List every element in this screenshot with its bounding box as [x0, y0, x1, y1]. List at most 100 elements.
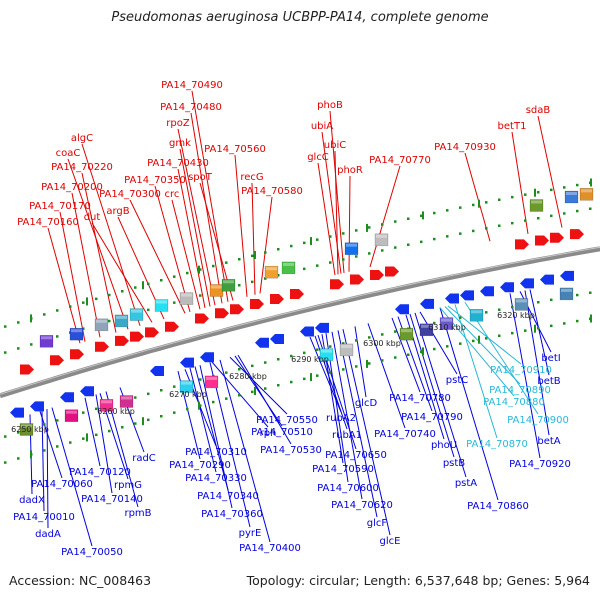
forward-label-line	[67, 158, 129, 330]
major-tick	[422, 211, 424, 220]
tick-mark	[173, 411, 176, 414]
forward-gene-arrow	[20, 364, 34, 375]
reverse-label-line	[229, 356, 288, 415]
tick-mark	[56, 419, 59, 422]
tick-mark	[550, 324, 553, 328]
reverse-gene-label: PA14_70600	[317, 483, 379, 494]
reverse-gene-label: PA14_70330	[185, 473, 247, 484]
tick-mark	[498, 224, 501, 227]
forward-gene-label: phoR	[337, 165, 363, 176]
genome-backbone	[0, 246, 600, 399]
tick-mark	[82, 327, 85, 330]
tick-mark	[316, 238, 319, 241]
tick-mark	[329, 261, 332, 264]
reverse-label-line	[194, 366, 229, 491]
tick-mark	[199, 404, 202, 407]
forward-label-line	[171, 199, 201, 310]
reverse-gene-label: PA14_70010	[13, 512, 75, 523]
reverse-gene-label: rph	[260, 428, 277, 439]
reverse-label-line	[219, 359, 271, 543]
reverse-label-line	[439, 307, 499, 501]
reverse-gene-arrow	[520, 278, 534, 289]
forward-gene-label: PA14_70930	[434, 142, 496, 153]
tick-mark	[238, 258, 241, 261]
tick-mark	[17, 457, 20, 460]
tick-mark	[485, 201, 488, 204]
forward-gene-label: PA14_70490	[161, 80, 223, 91]
tick-mark	[368, 362, 371, 365]
major-tick	[142, 281, 144, 290]
tick-mark	[472, 339, 475, 343]
forward-label-line	[234, 154, 248, 297]
reverse-gene-label: PA14_70790	[401, 412, 463, 423]
forward-label-lines	[47, 90, 563, 344]
reverse-label-line	[331, 331, 363, 500]
tick-mark	[433, 321, 436, 325]
reverse-label-line	[367, 323, 406, 429]
reverse-gene-arrow	[540, 274, 554, 285]
tick-mark	[407, 243, 410, 246]
reverse-label-line	[234, 355, 283, 427]
reverse-gene-label: PA14_70510	[251, 427, 313, 438]
reverse-gene-label: pyrE	[239, 528, 262, 539]
tick-mark	[316, 374, 319, 377]
forward-gene-label: rpoZ	[166, 118, 190, 129]
tick-mark	[589, 207, 592, 210]
forward-label-line	[369, 165, 401, 268]
cog-color-box	[179, 380, 194, 393]
forward-label-line	[59, 211, 86, 342]
tick-mark	[134, 422, 137, 425]
tick-mark	[199, 268, 202, 271]
cog-box-shine	[206, 376, 217, 380]
cog-box-shine	[471, 310, 482, 314]
scale-labels: 6260 kbp 6270 kbp 6280 kbp 6290 kbp 6300 kbp…	[97, 311, 535, 416]
tick-mark	[17, 431, 20, 434]
major-tick	[86, 297, 88, 306]
reverse-label-line	[46, 409, 49, 529]
forward-gene-label: dut	[84, 212, 101, 223]
reverse-label-line	[95, 394, 113, 494]
tick-mark	[420, 350, 423, 354]
forward-label-line	[190, 112, 223, 304]
major-tick	[30, 450, 32, 459]
cog-color-box	[69, 327, 84, 341]
forward-gene-label: PA14_70200	[41, 182, 103, 193]
tick-mark	[498, 308, 501, 311]
forward-gene-label: sdaB	[526, 105, 551, 116]
scale-label: 6260 kbp	[97, 407, 135, 416]
tick-mark	[264, 361, 267, 364]
reverse-gene-label: PA14_70880	[483, 397, 545, 408]
tick-mark	[251, 390, 254, 394]
major-tick	[534, 324, 536, 333]
tick-mark	[446, 345, 449, 348]
forward-gene-label: ubiC	[324, 140, 346, 151]
cog-box-shine	[341, 344, 352, 348]
tick-mark	[160, 415, 163, 418]
tick-mark	[277, 248, 280, 251]
tick-mark	[4, 435, 7, 438]
forward-gene-arrow	[385, 266, 399, 277]
forward-gene-label: coaC	[56, 148, 81, 159]
tick-mark	[108, 429, 111, 433]
reverse-gene-label: pstA	[455, 478, 477, 489]
tick-mark	[17, 321, 20, 324]
cog-box-shine	[401, 329, 412, 333]
reverse-label-line	[337, 330, 378, 518]
tick-mark	[355, 365, 358, 368]
cog-box-shine	[211, 285, 222, 289]
forward-gene-label: crc	[165, 189, 180, 200]
cog-box-shine	[346, 243, 357, 247]
tick-mark	[82, 301, 85, 304]
cog-color-box	[39, 334, 54, 348]
tick-mark	[381, 359, 384, 362]
cog-color-box	[319, 348, 334, 361]
cog-color-box	[179, 292, 194, 305]
forward-gene-label: algC	[71, 133, 93, 144]
forward-gene-arrow	[515, 239, 529, 250]
forward-gene-label: PA14_70430	[147, 158, 209, 169]
tick-mark	[355, 255, 358, 258]
cog-box-shine	[223, 280, 234, 284]
major-tick	[310, 237, 312, 246]
cog-box-shine	[581, 189, 592, 193]
